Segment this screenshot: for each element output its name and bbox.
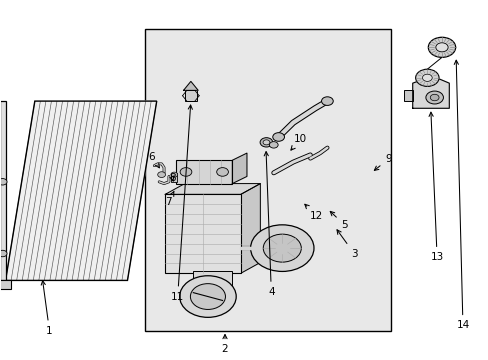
Text: 2: 2 bbox=[221, 334, 228, 354]
Bar bbox=[176, 160, 232, 184]
Circle shape bbox=[180, 168, 191, 176]
Bar bbox=[165, 194, 241, 273]
Circle shape bbox=[190, 284, 225, 310]
Polygon shape bbox=[183, 81, 198, 90]
Circle shape bbox=[321, 97, 332, 105]
Text: 9: 9 bbox=[374, 154, 391, 170]
Bar bbox=[403, 90, 412, 101]
Circle shape bbox=[179, 276, 236, 318]
Bar bbox=[184, 90, 196, 101]
Text: 5: 5 bbox=[329, 211, 347, 230]
Bar bbox=[0, 101, 6, 280]
Polygon shape bbox=[412, 76, 448, 108]
Text: 11: 11 bbox=[171, 105, 192, 302]
Circle shape bbox=[422, 74, 431, 81]
Circle shape bbox=[250, 225, 313, 271]
Text: 1: 1 bbox=[41, 281, 53, 336]
Text: 7: 7 bbox=[165, 191, 174, 207]
Text: 8: 8 bbox=[169, 173, 175, 183]
Polygon shape bbox=[165, 184, 260, 194]
Circle shape bbox=[0, 179, 7, 185]
Text: 12: 12 bbox=[304, 204, 323, 221]
Circle shape bbox=[260, 138, 272, 147]
Bar bbox=[171, 173, 177, 182]
Text: 14: 14 bbox=[453, 60, 468, 330]
Circle shape bbox=[263, 140, 269, 145]
Text: 3: 3 bbox=[336, 230, 357, 258]
Circle shape bbox=[435, 43, 447, 52]
Bar bbox=[144, 30, 390, 330]
Circle shape bbox=[263, 234, 301, 262]
Polygon shape bbox=[232, 153, 246, 184]
Circle shape bbox=[272, 133, 284, 141]
Circle shape bbox=[216, 168, 228, 176]
Polygon shape bbox=[5, 101, 157, 280]
Circle shape bbox=[429, 94, 438, 101]
Text: 4: 4 bbox=[264, 152, 274, 297]
Bar bbox=[0, 280, 11, 289]
Circle shape bbox=[415, 69, 438, 86]
Circle shape bbox=[427, 37, 455, 57]
Circle shape bbox=[158, 172, 165, 177]
Text: 13: 13 bbox=[428, 112, 443, 262]
Text: 6: 6 bbox=[148, 152, 159, 168]
Circle shape bbox=[0, 250, 7, 257]
Text: 10: 10 bbox=[290, 134, 306, 150]
Circle shape bbox=[170, 172, 177, 177]
Polygon shape bbox=[241, 184, 260, 273]
Circle shape bbox=[269, 141, 278, 148]
Bar bbox=[193, 271, 232, 291]
Circle shape bbox=[425, 91, 443, 104]
